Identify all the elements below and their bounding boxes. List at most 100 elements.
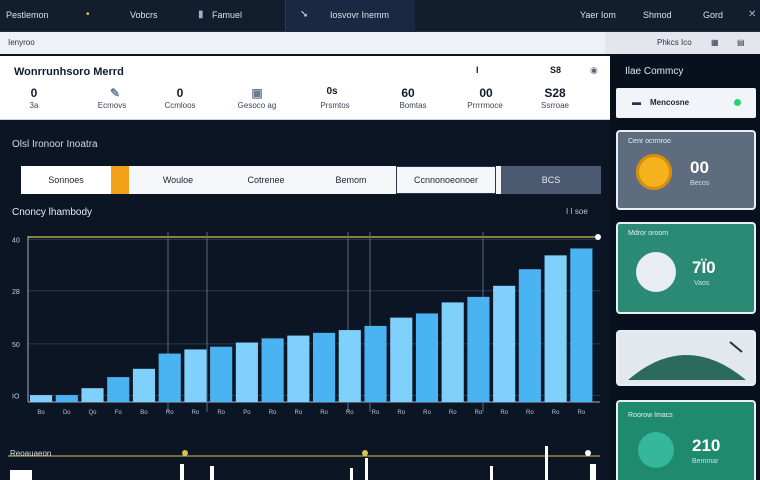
timeline-bar xyxy=(350,468,353,480)
summary-title: Wonrrunhsoro Merrd xyxy=(14,66,124,78)
x-tick-label: Ro xyxy=(294,410,302,416)
stat-label: Prrrrmoce xyxy=(467,101,503,110)
metric-card-1[interactable]: Cenr ocrmroo 00 Becos xyxy=(616,130,756,210)
card-sub: Bemmar xyxy=(692,458,719,465)
timeline-marker xyxy=(585,450,591,456)
tab-4[interactable]: Bemom xyxy=(335,175,367,185)
x-tick-label: Ro xyxy=(217,410,225,416)
timeline-bar xyxy=(210,466,214,480)
x-tick-label: Ro xyxy=(526,410,534,416)
stat-label: 3a xyxy=(29,101,39,110)
bar xyxy=(364,325,387,402)
timeline-bar xyxy=(365,458,368,480)
tab-6[interactable]: BCS xyxy=(501,166,601,194)
monitor-icon: ▬ xyxy=(632,97,641,107)
stat-value: 00 xyxy=(479,86,493,100)
card-value: 7Ï0 xyxy=(692,258,716,277)
sidebar-selector-label: Mencosne xyxy=(650,98,690,107)
timeline-bar xyxy=(10,470,32,480)
x-tick-label: Ro xyxy=(372,410,380,416)
card-title: Roorow Imacs xyxy=(628,412,673,419)
gauge-needle xyxy=(729,341,743,353)
x-tick-label: Do xyxy=(63,410,71,416)
bar xyxy=(235,342,258,402)
bar xyxy=(570,248,593,402)
bookmark-icon: ▮ xyxy=(198,9,204,20)
x-tick-label: Po xyxy=(243,410,251,416)
x-tick-label: Ro xyxy=(552,410,560,416)
section-title: Olsl Ironoor Inoatra xyxy=(12,139,98,150)
bar xyxy=(415,313,439,402)
toolbar: Ienyroo xyxy=(0,32,605,54)
bar xyxy=(518,269,541,402)
tab-2[interactable]: Wouloe xyxy=(162,175,194,185)
close-icon[interactable]: ✕ xyxy=(748,9,757,20)
tab-accent xyxy=(111,166,129,194)
x-tick-label: Ro xyxy=(577,410,585,416)
metric-card-3[interactable] xyxy=(616,330,756,386)
stat-value: S28 xyxy=(544,86,566,100)
x-tick-label: Ro xyxy=(500,410,508,416)
chart-title: Cnoncy lhambody xyxy=(12,207,93,218)
x-tick-label: Ro xyxy=(423,410,431,416)
tab-bar: Sonnoes Wouloe Cotrenee Bemom Ccnnonoeon… xyxy=(21,166,601,194)
bar xyxy=(338,330,361,402)
x-tick-label: Bo xyxy=(140,410,148,416)
top-menu-item-6[interactable]: Shmod xyxy=(643,10,672,20)
tab-5[interactable]: Ccnnonoeonoer xyxy=(396,166,496,194)
stat-label: Gesoco ag xyxy=(237,101,277,110)
bar xyxy=(390,317,413,402)
bar xyxy=(132,368,156,402)
toolbar-right-label[interactable]: Phkcs Ico xyxy=(657,38,692,47)
gauge-arc xyxy=(628,355,746,380)
top-menu-item-1[interactable]: Pestlemon xyxy=(6,10,49,20)
stat-value: 60 xyxy=(401,86,415,100)
tab-1[interactable]: Sonnoes xyxy=(21,166,111,194)
x-tick-label: Ro xyxy=(346,410,354,416)
grid-icon[interactable]: ▦ xyxy=(711,38,719,47)
bar xyxy=(441,302,464,402)
arrow-icon: ➘ xyxy=(300,9,309,20)
bar xyxy=(158,353,181,402)
stat-value: 0 xyxy=(176,86,184,100)
bottom-title: Reoauaeon xyxy=(10,449,52,458)
toolbar-label: Ienyroo xyxy=(8,38,35,47)
timeline-bar xyxy=(590,464,596,480)
sidebar-selector[interactable]: ▬ Mencosne xyxy=(616,88,756,118)
top-menu-item-2[interactable]: Vobcrs xyxy=(130,10,158,20)
card-sub: Vaos xyxy=(694,280,710,287)
bar xyxy=(261,338,284,402)
arc-gauge xyxy=(628,341,746,380)
bar xyxy=(467,296,490,402)
bar xyxy=(55,395,78,402)
stat-value: 0s xyxy=(326,86,338,97)
metric-card-4[interactable]: Roorow Imacs 210 Bemmar xyxy=(616,400,756,480)
x-tick-label: Ro xyxy=(192,410,200,416)
card-value: 210 xyxy=(692,436,721,455)
x-tick-label: Ro xyxy=(397,410,405,416)
active-top-tab-bg[interactable] xyxy=(285,0,415,32)
tab-3[interactable]: Cotrenee xyxy=(247,175,285,185)
circle-icon xyxy=(638,432,674,468)
card-title: Cenr ocrmroo xyxy=(628,138,671,145)
metric-card-2[interactable]: Mdror oroom 7Ï0 Vaos xyxy=(616,222,756,314)
card-value: 00 xyxy=(690,158,709,177)
list-icon[interactable]: ▤ xyxy=(737,38,745,47)
gauge-icon xyxy=(636,252,676,292)
top-menu-item-7[interactable]: Gord xyxy=(703,10,724,20)
x-tick-label: Fo xyxy=(115,410,123,416)
pin-icon[interactable]: ◉ xyxy=(590,65,598,75)
summary-card: Wonrrunhsoro Merrd I S8 ◉ 0 3a ✎ Ecmovs … xyxy=(0,56,610,120)
top-menu-item-5[interactable]: Yaer Iom xyxy=(580,10,616,20)
x-tick-label: Ro xyxy=(320,410,328,416)
x-tick-label: Ro xyxy=(269,410,277,416)
x-tick-label: Ro xyxy=(166,410,174,416)
top-menu-item-4[interactable]: Iosvovr Inemm xyxy=(330,10,390,20)
top-menu-item-3[interactable]: Famuel xyxy=(212,10,243,20)
bar xyxy=(287,335,310,402)
toolbar-right: Phkcs Ico ▦ ▤ xyxy=(605,32,760,54)
bar xyxy=(210,346,233,402)
summary-top-value-1: I xyxy=(476,65,479,75)
stat-value: 0 xyxy=(30,86,38,100)
timeline-marker xyxy=(182,450,188,456)
